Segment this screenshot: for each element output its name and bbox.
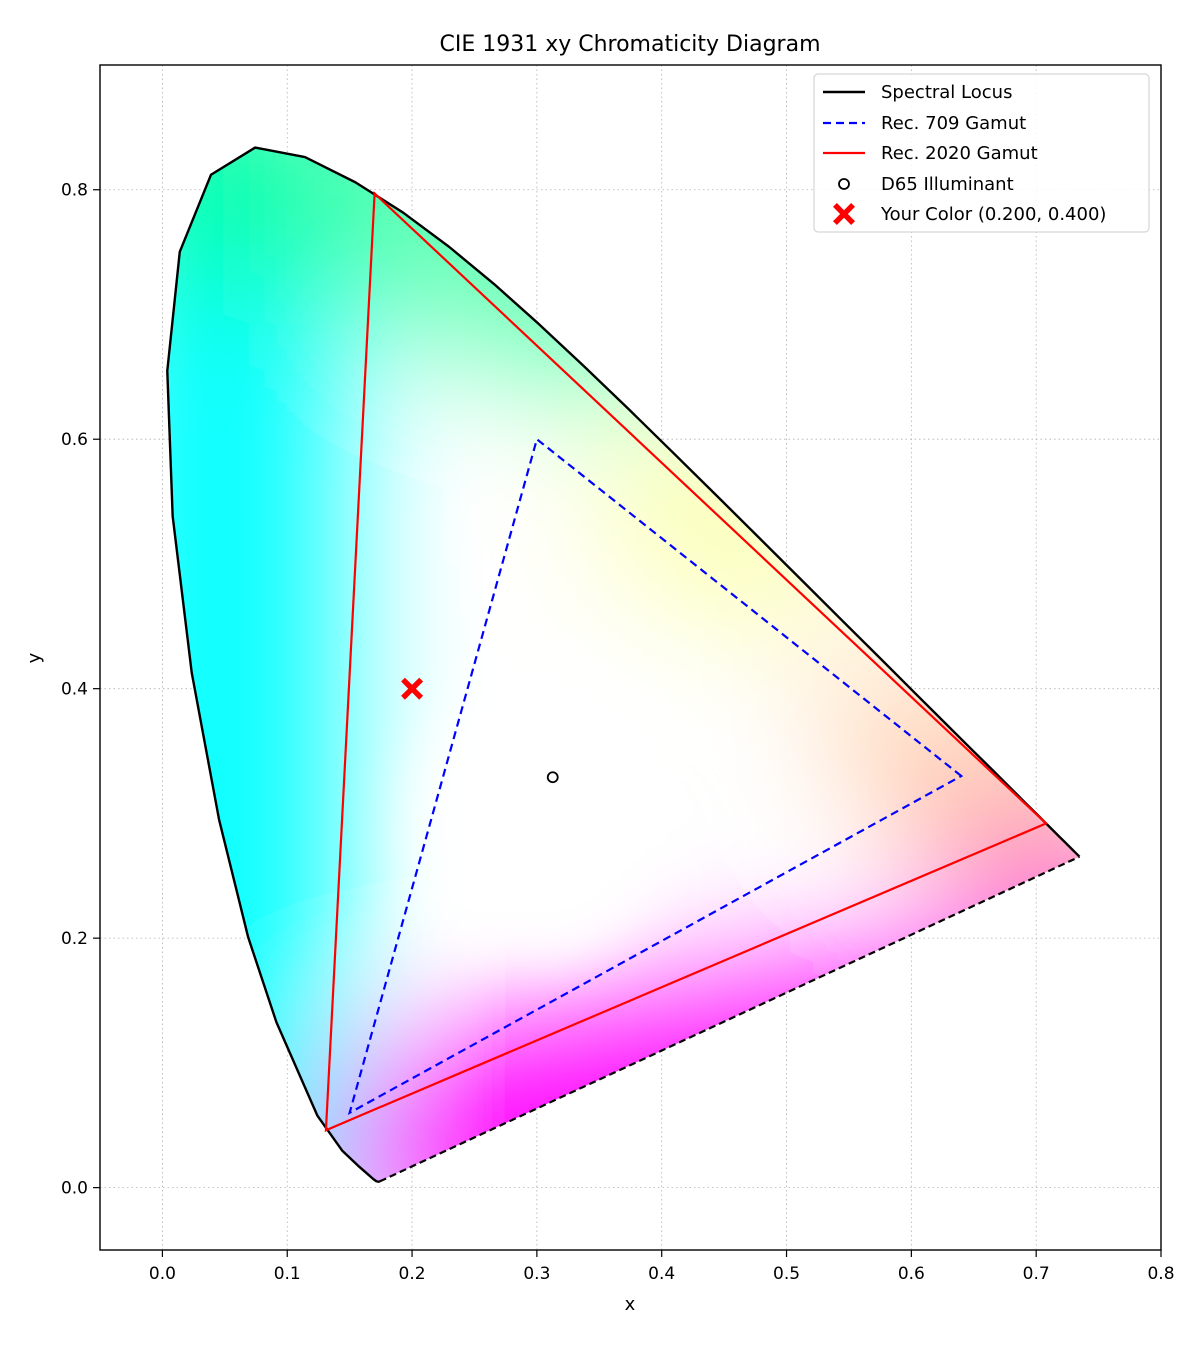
fill-cyan-region [167,147,338,1182]
y-axis-ticks: 0.0 0.2 0.4 0.6 0.8 [61,181,100,1199]
fill-green-region [167,147,363,290]
x-tick-label: 0.0 [149,1264,176,1284]
rec2020-gamut-triangle [324,191,1049,1132]
x-tick-label: 0.1 [274,1264,301,1284]
purple-line [379,855,1080,1183]
x-tick-label: 0.6 [898,1264,925,1284]
d65-point [546,771,559,784]
legend-d65-handle [838,178,850,190]
y-tick-label: 0.6 [61,430,88,450]
plot-frame [99,64,1162,1251]
x-axis-ticks: 0.0 0.1 0.2 0.3 0.4 0.5 0.6 0.7 0.8 [149,1250,1175,1284]
y-tick-label: 0.4 [61,680,88,700]
x-tick-label: 0.4 [648,1264,675,1284]
fill-orange-region [811,638,1080,864]
your-color-point [401,677,424,700]
legend-label: Rec. 709 Gamut [881,113,1026,134]
x-tick-label: 0.3 [523,1264,550,1284]
rec709-gamut-triangle [347,437,964,1116]
chart-title: CIE 1931 xy Chromaticity Diagram [439,32,820,57]
legend-your-color-handle [833,203,855,225]
spectral-locus-line [166,146,1081,1183]
fill-white-left [404,718,545,959]
legend: Spectral Locus Rec. 709 Gamut Rec. 2020 Ga… [813,73,1150,233]
y-tick-label: 0.0 [61,1179,88,1199]
legend-label: Spectral Locus [881,82,1012,103]
fill-pink-region [936,813,1080,939]
legend-label: Rec. 2020 Gamut [881,143,1038,164]
series-layer [166,146,1081,1183]
y-tick-label: 0.8 [61,181,88,201]
y-axis-label: y [24,652,45,663]
x-axis-label: x [625,1294,636,1315]
x-tick-label: 0.2 [399,1264,426,1284]
x-tick-label: 0.5 [773,1264,800,1284]
legend-label: D65 Illuminant [881,174,1014,195]
x-tick-label: 0.8 [1147,1264,1174,1284]
x-tick-label: 0.7 [1023,1264,1050,1284]
y-tick-label: 0.2 [61,929,88,949]
legend-box [813,73,1150,233]
chromaticity-fill [167,147,1080,1182]
legend-label: Your Color (0.200, 0.400) [880,204,1106,225]
fill-white-group [404,663,670,964]
